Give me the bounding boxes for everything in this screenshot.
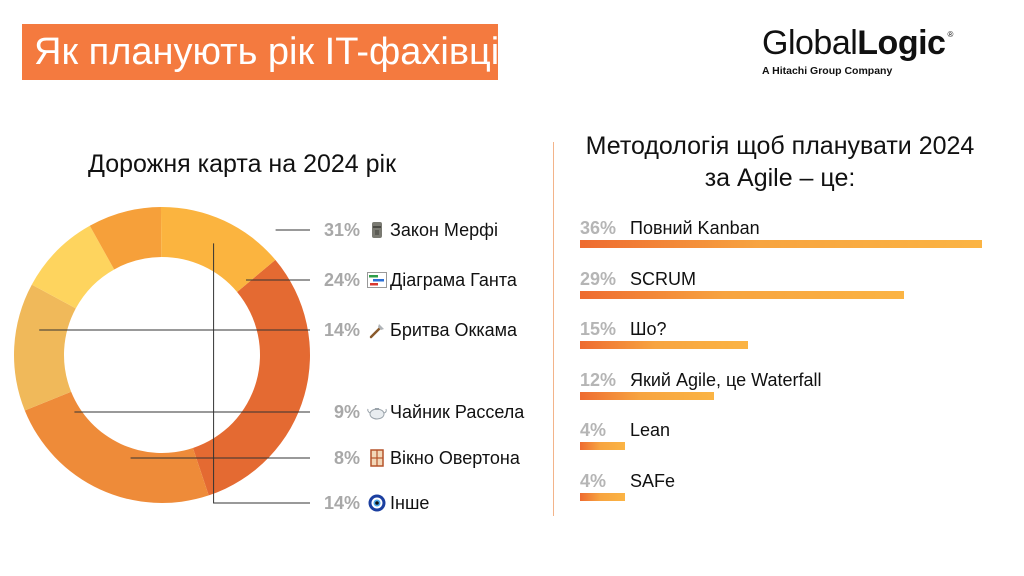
legend-percent: 31% <box>323 219 360 240</box>
bar <box>580 240 982 248</box>
legend-percent: 9% <box>333 401 360 422</box>
legend-label: Інше <box>390 492 430 513</box>
page-title: Як планують рік IT-фахівці <box>34 30 500 73</box>
legend-label: Закон Мерфі <box>390 219 498 240</box>
legend-item: 31% Закон Мерфі <box>312 218 498 242</box>
bar-percent: 36% <box>580 218 617 238</box>
bar-percent: 15% <box>580 319 617 340</box>
moai-icon <box>366 221 388 239</box>
bar-label: Повний Kanban <box>630 218 760 238</box>
logo-bold-text: Logic <box>857 24 946 62</box>
bar-row: 4% SAFe <box>580 471 1000 511</box>
bar-row: 36% Повний Kanban <box>580 218 1000 258</box>
bar-row: 4% Lean <box>580 420 1000 460</box>
bar-label: Шо? <box>630 319 667 340</box>
teapot-icon <box>366 403 388 421</box>
window-icon <box>366 449 388 467</box>
razor-icon <box>366 321 388 339</box>
legend-label: Чайник Рассела <box>390 401 525 422</box>
legend-percent: 14% <box>323 492 360 513</box>
section-divider <box>553 142 554 516</box>
legend-item: 24% Діаграма Ганта <box>312 268 517 292</box>
legend-item: 14% Інше <box>312 491 429 515</box>
donut-slice-4 <box>31 225 115 309</box>
bar-percent: 29% <box>580 268 617 289</box>
bar-row: 15% Шо? <box>580 319 1000 359</box>
bar <box>580 290 904 299</box>
legend-percent: 8% <box>333 447 360 468</box>
donut-slice-1 <box>192 259 311 496</box>
legend-item: 8% Вікно Овертона <box>312 446 520 470</box>
leader-line-6 <box>213 243 310 504</box>
bar-percent: 4% <box>580 420 607 441</box>
bar-label: Який Agile, це Waterfall <box>630 369 822 390</box>
legend-label: Бритва Оккама <box>390 319 518 340</box>
bar <box>580 391 714 400</box>
bar <box>580 493 625 501</box>
legend-item: 14% Бритва Оккама <box>312 318 517 342</box>
nazar-eye-icon <box>366 494 388 512</box>
logo-subtitle: A Hitachi Group Company <box>762 65 893 77</box>
donut-chart-title: Дорожня карта на 2024 рік <box>88 150 397 178</box>
bar-percent: 4% <box>580 471 607 491</box>
gantt-chart-icon <box>366 271 388 289</box>
bar-row: 29% SCRUM <box>580 269 1000 309</box>
logo-wordmark: GlobalLogic ® <box>762 24 992 63</box>
page-title-banner: Як планують рік IT-фахівці <box>22 24 500 80</box>
donut-chart <box>13 207 311 504</box>
bar-label: Lean <box>630 420 671 441</box>
bar-chart-title: Методологія щоб планувати 2024 за Agile … <box>585 132 975 192</box>
logo-registered-mark: ® <box>947 30 953 39</box>
bar-label: SCRUM <box>630 268 696 289</box>
company-logo: GlobalLogic ® A Hitachi Group Company <box>762 24 992 77</box>
bar <box>580 442 625 451</box>
legend-label: Діаграма Ганта <box>390 269 517 290</box>
bar-label: SAFe <box>630 471 676 491</box>
bar-percent: 12% <box>580 369 617 390</box>
donut-slice-6 <box>160 207 276 293</box>
legend-label: Вікно Овертона <box>390 447 520 468</box>
legend-percent: 14% <box>323 319 360 340</box>
donut-slice-3 <box>13 284 76 411</box>
legend-item: 9% Чайник Рассела <box>312 400 524 424</box>
logo-regular-text: Global <box>762 24 858 62</box>
donut-slice-2 <box>24 391 209 503</box>
donut-slice-5 <box>89 207 162 270</box>
bar <box>580 341 748 350</box>
bar-row: 12% Який Agile, це Waterfall <box>580 370 1000 410</box>
legend-percent: 24% <box>323 269 360 290</box>
